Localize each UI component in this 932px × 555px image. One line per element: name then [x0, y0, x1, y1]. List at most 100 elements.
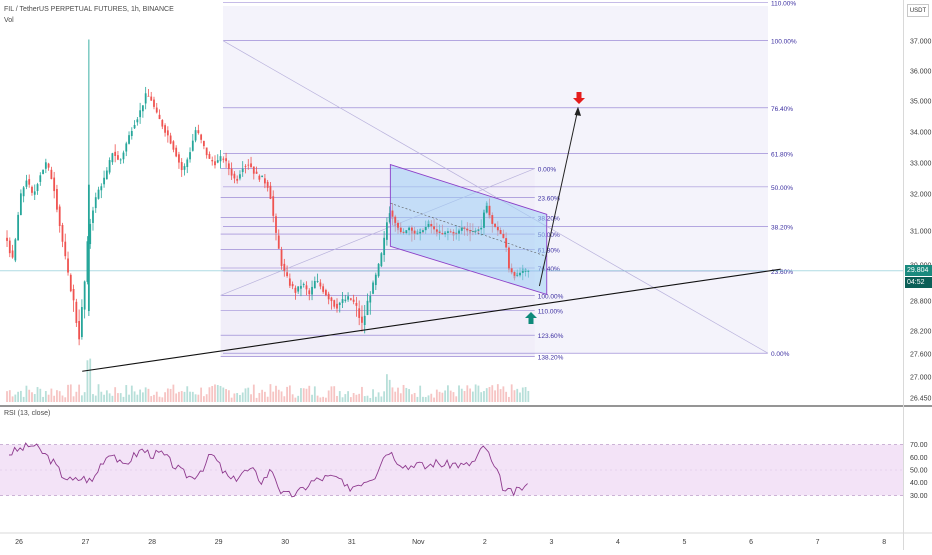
candle-body	[480, 227, 483, 230]
candle-body	[153, 99, 155, 107]
candle-body	[394, 216, 397, 223]
volume-bar	[466, 385, 469, 402]
descending-channel[interactable]	[389, 163, 548, 296]
fib-right-level-label: 38.20%	[771, 225, 793, 232]
volume-bar	[31, 392, 33, 402]
price-axis-tick: 33.000	[910, 161, 932, 168]
candle-body	[147, 95, 150, 97]
rsi-line[interactable]	[8, 442, 528, 498]
candle-body	[272, 196, 275, 216]
projection-line[interactable]	[538, 108, 579, 287]
volume-bar	[255, 397, 258, 402]
fib-right-trendline[interactable]	[222, 40, 769, 354]
ascending-trendline[interactable]	[82, 268, 781, 372]
candle-body	[422, 230, 424, 233]
candle-body	[377, 263, 380, 277]
volume-bar	[19, 390, 22, 402]
candle-body	[363, 315, 366, 325]
volume-bar	[347, 391, 349, 402]
candle-body	[72, 289, 75, 301]
volume-bar	[513, 390, 516, 402]
fib-right-level-label: 110.00%	[771, 0, 796, 7]
time-axis-tick: 5	[683, 539, 687, 546]
candle-body	[438, 231, 441, 234]
candle-body	[319, 282, 322, 287]
volume-bar	[50, 388, 53, 402]
time-axis-tick: 28	[148, 539, 156, 546]
fib-left-level-label: 50.00%	[538, 232, 560, 239]
candle-body	[14, 239, 17, 261]
time-axis-tick: 2	[483, 539, 487, 546]
time-axis-tick: 6	[749, 539, 753, 546]
volume-bar	[186, 386, 189, 402]
volume-bar	[477, 385, 480, 402]
price-axis-tick: 26.450	[910, 396, 932, 403]
volume-bar	[225, 389, 227, 402]
volume-bar	[28, 389, 31, 402]
candle-body	[447, 231, 449, 233]
candle-body	[114, 151, 117, 156]
time-axis-tick: 7	[816, 539, 820, 546]
candle-body	[297, 286, 300, 292]
volume-bar	[322, 396, 325, 402]
candle-body	[205, 147, 208, 156]
candle-body	[283, 263, 286, 271]
candle-body	[25, 180, 28, 187]
volume-bar	[288, 385, 291, 402]
volume-bar	[383, 391, 386, 402]
volume-bar	[161, 397, 164, 402]
volume-bar	[133, 391, 136, 402]
candle-body	[100, 186, 103, 191]
candle-body	[413, 230, 416, 234]
volume-bar	[33, 394, 36, 402]
candle-body	[402, 232, 405, 234]
volume-bar	[280, 391, 283, 402]
candle-body	[239, 174, 241, 179]
currency-button[interactable]: USDT	[907, 4, 929, 17]
volume-bar	[413, 392, 416, 402]
time-axis-tick: 31	[348, 539, 356, 546]
candle-body	[36, 184, 39, 191]
rsi-axis-tick: 70.00	[910, 442, 928, 449]
candle-body	[302, 284, 305, 285]
volume-bar	[424, 397, 427, 402]
volume-bar	[72, 396, 75, 402]
candle-body	[338, 302, 341, 305]
volume-bar	[139, 389, 142, 402]
volume-bar	[366, 395, 369, 402]
candle-body	[258, 175, 261, 180]
volume-bar	[78, 384, 81, 402]
time-axis-tick: 29	[215, 539, 223, 546]
volume-bar	[125, 385, 128, 402]
arrow-down-icon[interactable]	[573, 92, 585, 104]
volume-bar	[119, 393, 122, 402]
volume-bar	[297, 395, 300, 402]
volume-bar	[89, 358, 92, 402]
candle-body	[352, 299, 355, 302]
volume-bar	[483, 391, 485, 402]
volume-bar	[264, 391, 266, 402]
candle-body	[83, 281, 86, 310]
volume-bar	[397, 387, 399, 402]
volume-bar	[333, 386, 336, 402]
volume-bar	[141, 392, 144, 402]
volume-bar	[111, 395, 114, 402]
volume-label: Vol	[4, 17, 14, 24]
arrow-up-icon[interactable]	[525, 312, 537, 324]
candle-body	[471, 231, 474, 232]
volume-bar	[42, 396, 44, 402]
candle-body	[294, 287, 297, 293]
fib-left-trendline[interactable]	[220, 168, 535, 296]
volume-bar	[202, 396, 205, 402]
volume-bar	[197, 394, 200, 402]
candle-body	[330, 297, 333, 302]
price-axis-tick: 34.000	[910, 130, 932, 137]
volume-bar	[122, 396, 125, 402]
volume-bar	[14, 394, 17, 402]
rsi-axis-tick: 60.00	[910, 455, 928, 462]
candle-body	[17, 214, 20, 241]
candle-body	[139, 110, 142, 118]
candle-body	[358, 308, 361, 318]
